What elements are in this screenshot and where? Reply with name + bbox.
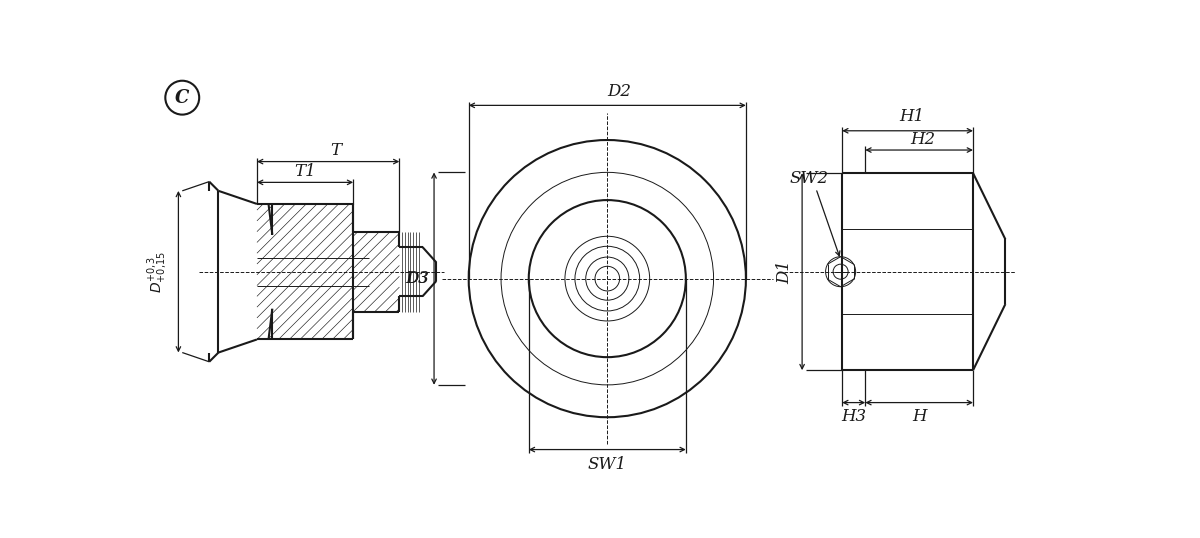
Text: H2: H2 — [911, 131, 936, 148]
Text: H3: H3 — [841, 408, 866, 425]
Text: SW1: SW1 — [588, 456, 626, 473]
Text: T1: T1 — [294, 163, 316, 180]
Text: T: T — [330, 141, 342, 159]
Text: D1: D1 — [776, 260, 793, 284]
Text: $D^{+0{,}3}_{+0{,}15}$: $D^{+0{,}3}_{+0{,}15}$ — [145, 251, 169, 293]
Text: D2: D2 — [607, 83, 631, 100]
Text: H: H — [912, 408, 926, 425]
Text: D3: D3 — [406, 270, 430, 287]
Text: H1: H1 — [899, 109, 924, 125]
Text: SW2: SW2 — [790, 170, 829, 187]
Text: C: C — [175, 89, 190, 107]
Text: D3: D3 — [406, 272, 428, 286]
